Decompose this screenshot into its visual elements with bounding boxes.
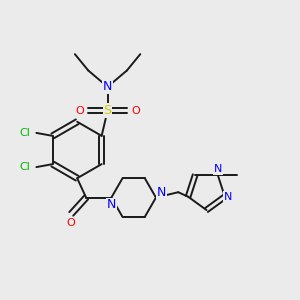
Text: N: N (107, 199, 116, 212)
Text: N: N (157, 186, 166, 199)
Text: Cl: Cl (20, 162, 31, 172)
Text: O: O (67, 218, 76, 228)
Text: S: S (103, 104, 112, 117)
Text: N: N (103, 80, 112, 93)
Text: O: O (131, 106, 140, 116)
Text: Cl: Cl (20, 128, 31, 138)
Text: N: N (224, 192, 232, 202)
Text: N: N (214, 164, 222, 174)
Text: O: O (75, 106, 84, 116)
